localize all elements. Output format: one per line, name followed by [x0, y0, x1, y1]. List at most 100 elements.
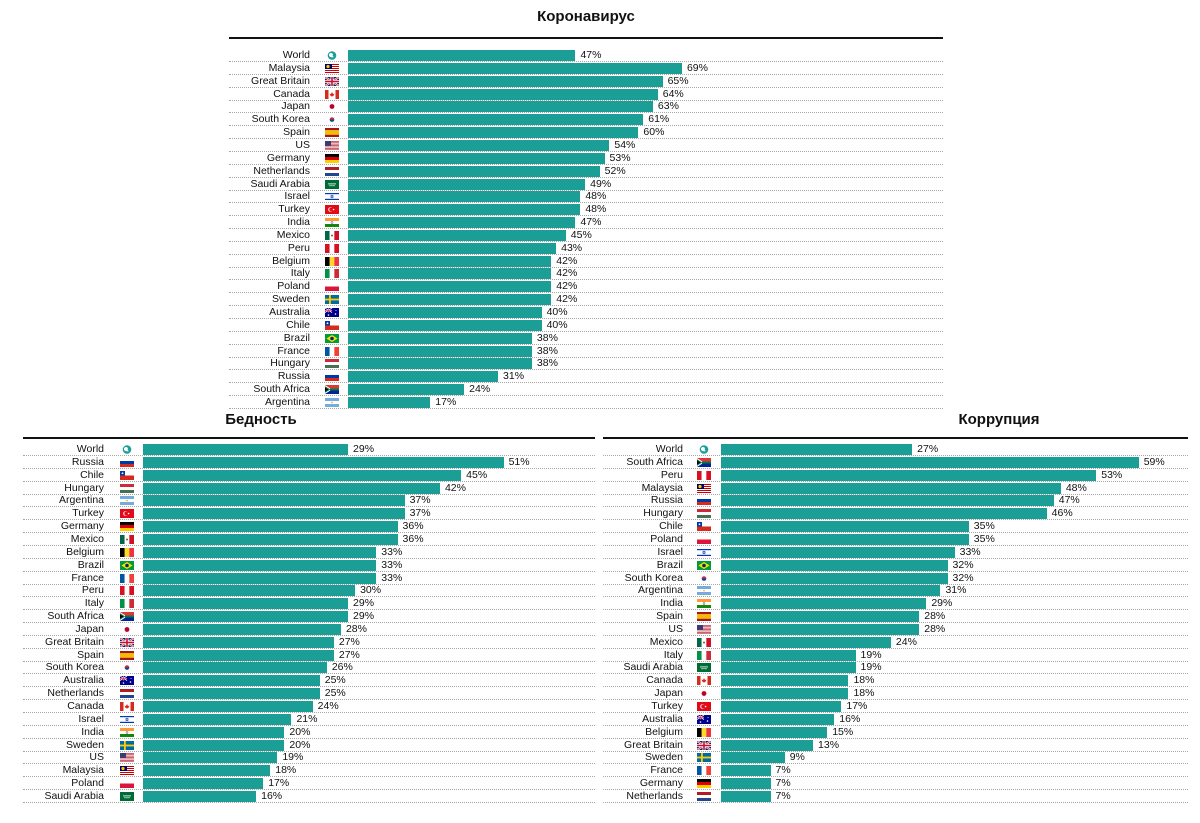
bar	[721, 533, 969, 545]
bar-row: Netherlands 52%	[229, 165, 943, 178]
category-label: Brazil	[283, 331, 310, 344]
category-label: France	[650, 764, 683, 777]
row-gridline	[23, 634, 595, 636]
bar-row: Spain 28%	[603, 610, 1188, 624]
data-label: 47%	[1058, 494, 1080, 507]
category-label: Canada	[273, 87, 310, 100]
bar	[143, 713, 292, 725]
bar-row: Saudi Arabia 49%	[229, 178, 943, 191]
netherlands-flag-icon	[325, 166, 339, 176]
mexico-flag-icon	[697, 637, 711, 647]
category-label: Chile	[659, 520, 683, 533]
bar	[143, 623, 341, 635]
bar	[143, 662, 327, 674]
bar-row: Mexico 24%	[603, 636, 1188, 649]
bar	[143, 675, 320, 687]
belgium-flag-icon	[120, 547, 134, 557]
us-flag-icon	[120, 753, 134, 763]
category-label: Canada	[646, 674, 683, 687]
bar	[348, 152, 605, 164]
bar	[721, 444, 913, 455]
bar	[143, 444, 349, 455]
row-gridline	[229, 138, 943, 140]
saudi-arabia-flag-icon	[697, 663, 711, 673]
row-gridline	[229, 305, 943, 307]
category-label: Australia	[269, 306, 310, 318]
category-label: Italy	[290, 267, 310, 280]
category-label: Saudi Arabia	[623, 661, 683, 674]
bar	[721, 469, 1097, 481]
bar-row: South Africa 59%	[603, 456, 1188, 469]
bar	[143, 739, 285, 751]
data-label: 33%	[381, 571, 403, 584]
data-label: 48%	[1065, 481, 1087, 494]
row-gridline	[229, 150, 943, 152]
category-label: Belgium	[645, 725, 683, 738]
bar	[348, 332, 532, 344]
row-gridline	[23, 480, 595, 482]
row-gridline	[603, 532, 1188, 534]
bar	[143, 611, 349, 623]
chart-coronavirus: Коронавирус World 47% Malaysia 69% Great Bri…	[229, 8, 943, 411]
data-label: 42%	[556, 280, 578, 293]
data-label: 30%	[360, 584, 382, 597]
bar-row: India 47%	[229, 216, 943, 230]
bar	[348, 255, 552, 267]
israel-flag-icon	[120, 714, 134, 724]
india-flag-icon	[697, 599, 711, 609]
spain-flag-icon	[325, 128, 339, 138]
bar	[143, 572, 377, 584]
bar-row: Japan 18%	[603, 687, 1188, 701]
bar-row: Canada 24%	[23, 700, 595, 713]
netherlands-flag-icon	[120, 689, 134, 699]
category-label: Russia	[71, 455, 104, 468]
bar	[348, 384, 465, 396]
bar-row: South Korea 32%	[603, 572, 1188, 585]
row-gridline	[23, 622, 595, 624]
data-label: 42%	[556, 293, 578, 306]
row-gridline	[603, 763, 1188, 765]
south-africa-flag-icon	[120, 612, 134, 622]
bar	[721, 778, 771, 790]
data-label: 38%	[536, 344, 558, 357]
row-gridline	[603, 634, 1188, 636]
bar-row: US 28%	[603, 623, 1188, 636]
category-label: Turkey	[278, 203, 310, 216]
france-flag-icon	[325, 346, 339, 356]
bar	[143, 495, 405, 507]
data-label: 33%	[381, 545, 403, 558]
bar	[721, 623, 920, 635]
poland-flag-icon	[325, 282, 339, 292]
category-label: Australia	[642, 712, 683, 725]
row-gridline	[229, 343, 943, 345]
row-gridline	[603, 686, 1188, 688]
sweden-flag-icon	[120, 740, 134, 750]
category-label: India	[81, 725, 104, 738]
bar	[143, 688, 320, 700]
data-label: 45%	[466, 468, 488, 481]
belgium-flag-icon	[325, 256, 339, 266]
bar-row: France 38%	[229, 345, 943, 358]
row-gridline	[229, 125, 943, 127]
category-label: Peru	[81, 584, 104, 597]
italy-flag-icon	[325, 269, 339, 279]
south-africa-flag-icon	[697, 457, 711, 467]
data-label: 69%	[686, 61, 708, 74]
category-label: Spain	[656, 610, 683, 623]
category-label: Israel	[657, 545, 683, 558]
row-gridline	[229, 279, 943, 281]
data-label: 38%	[536, 357, 558, 370]
data-label: 7%	[775, 777, 791, 790]
bar-row: South Korea 61%	[229, 113, 943, 127]
data-label: 7%	[775, 764, 791, 777]
category-label: South Africa	[253, 383, 310, 396]
category-label: Malaysia	[641, 481, 683, 494]
bar	[348, 229, 566, 241]
bar-row: Australia 40%	[229, 306, 943, 319]
bar	[721, 688, 849, 700]
row-gridline	[229, 228, 943, 230]
bar	[143, 559, 377, 571]
turkey-flag-icon	[120, 509, 134, 519]
italy-flag-icon	[120, 599, 134, 609]
data-label: 24%	[317, 700, 339, 712]
